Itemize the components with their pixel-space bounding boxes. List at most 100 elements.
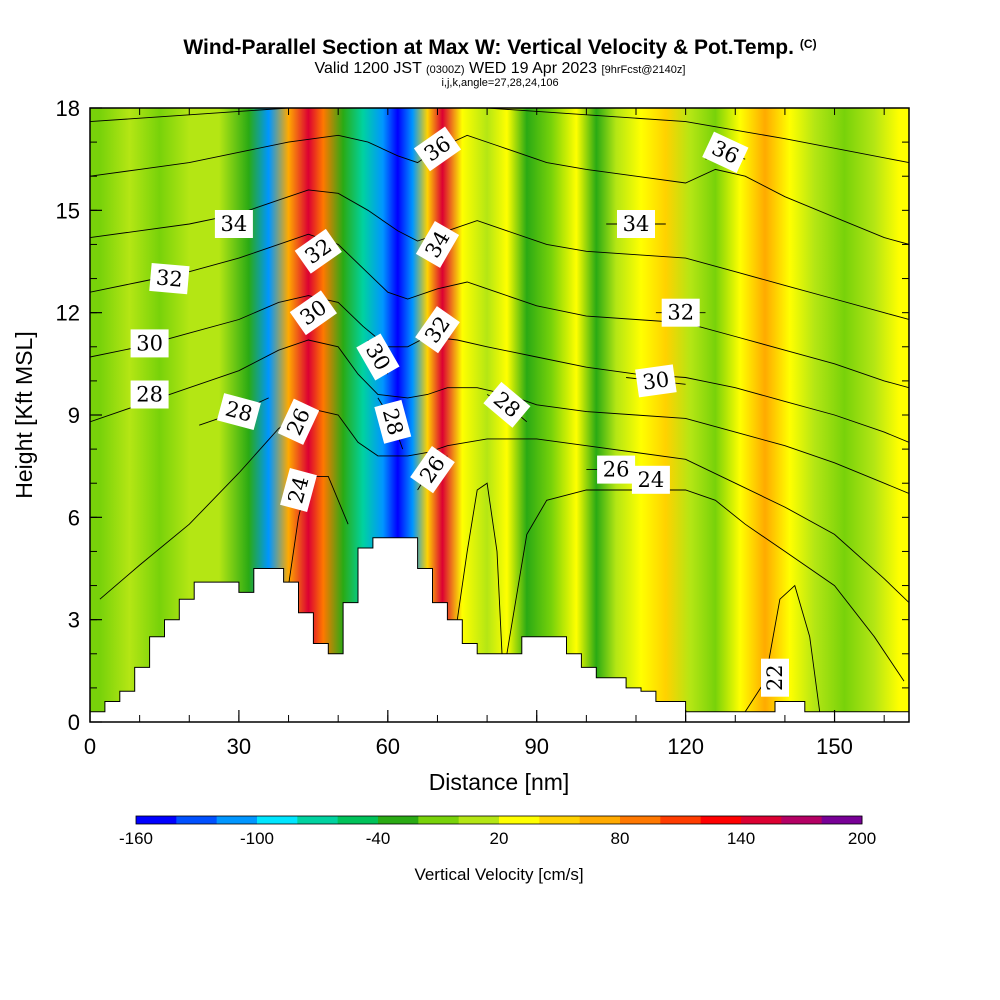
y-tick-label: 15 xyxy=(56,198,80,223)
chart-title: Wind-Parallel Section at Max W: Vertical… xyxy=(0,36,1000,60)
colorbar-swatch-5 xyxy=(337,816,379,824)
colorbar-frame xyxy=(135,815,863,825)
label-box xyxy=(413,126,462,172)
colorbar-tick-label: -160 xyxy=(119,829,153,848)
grid-indices: i,j,k,angle=27,28,24,106 xyxy=(441,77,559,89)
colorbar-tick-label: -40 xyxy=(366,829,391,848)
label-box xyxy=(702,131,749,174)
label-text: 34 xyxy=(221,212,248,236)
isentrope-32-line-15 xyxy=(90,233,909,389)
isentrope-label-11: 30 xyxy=(130,329,169,358)
label-box xyxy=(374,399,412,444)
x-tick-label: 60 xyxy=(376,734,400,759)
x-tick-label: 150 xyxy=(816,734,853,759)
label-box xyxy=(761,658,789,697)
label-box xyxy=(631,465,670,494)
axes: 0 30 60 90 120 150 0 3 6 9 12 15 18 xyxy=(56,96,909,759)
label-box xyxy=(415,220,460,268)
isentrope-label-9: 28 xyxy=(374,399,412,444)
x-tick-label: 0 xyxy=(84,734,96,759)
colorbar: -160 -100 -40 20 80 140 200 xyxy=(119,815,876,848)
label-box xyxy=(617,210,655,238)
colorbar-tick-label: 80 xyxy=(611,829,630,848)
colorbar-swatch-1 xyxy=(176,816,218,824)
colorbar-swatch-17 xyxy=(821,816,863,824)
isentrope-24-line-2 xyxy=(456,482,503,654)
valid-utc: (0300Z) xyxy=(426,64,465,76)
label-box xyxy=(277,398,320,445)
colorbar-swatch-2 xyxy=(216,816,258,824)
copyright-mark: (C) xyxy=(799,37,817,51)
colorbar-swatch-8 xyxy=(458,816,500,824)
label-box xyxy=(214,210,253,238)
label-text: 28 xyxy=(136,383,163,407)
colorbar-swatch-7 xyxy=(418,816,460,824)
terrain xyxy=(90,537,909,722)
label-box xyxy=(410,446,455,494)
y-tick-label: 6 xyxy=(68,505,80,530)
colorbar-swatch-9 xyxy=(499,816,540,824)
label-box xyxy=(597,455,636,484)
colorbar-swatch-4 xyxy=(297,816,339,824)
label-box xyxy=(415,306,460,354)
colorbar-swatch-13 xyxy=(660,816,702,824)
isentrope-36-line-22 xyxy=(90,134,909,245)
isentrope-24-line-3 xyxy=(506,489,905,682)
label-text: 30 xyxy=(136,331,163,355)
label-box xyxy=(356,333,400,381)
isentrope-label-0: 22 xyxy=(761,658,789,697)
label-box xyxy=(216,393,261,431)
label-box xyxy=(635,364,677,398)
isentrope-label-18: 32 xyxy=(661,298,700,327)
isentrope-label-8: 28 xyxy=(216,393,261,431)
label-box xyxy=(130,329,169,358)
isentrope-label-15: 32 xyxy=(149,262,190,295)
valid-date: WED 19 Apr 2023 xyxy=(469,60,598,77)
y-tick-label: 3 xyxy=(68,608,80,633)
isentrope-34-line-19 xyxy=(90,189,909,320)
label-text: 34 xyxy=(623,212,650,236)
label-box xyxy=(130,380,169,409)
isentrope-label-17: 32 xyxy=(415,306,460,354)
label-box xyxy=(661,298,700,327)
colorbar-tick-label: 20 xyxy=(490,829,509,848)
x-tick-label: 90 xyxy=(524,734,548,759)
colorbar-swatch-15 xyxy=(741,816,782,824)
colorbar-title: Vertical Velocity [cm/s] xyxy=(414,865,583,884)
colorbar-tick-label: 200 xyxy=(848,829,876,848)
colorbar-tick-label: 140 xyxy=(727,829,755,848)
label-text: 26 xyxy=(603,458,630,482)
label-text: 30 xyxy=(641,367,671,394)
label-box xyxy=(289,290,337,336)
colorbar-swatch-6 xyxy=(378,816,419,824)
forecast-info: [9hrFcst@2140z] xyxy=(601,64,686,76)
x-tick-label: 30 xyxy=(227,734,251,759)
chart-title-text: Wind-Parallel Section at Max W: Vertical… xyxy=(183,36,794,59)
x-axis-title: Distance [nm] xyxy=(429,769,570,795)
x-tick-label: 120 xyxy=(667,734,704,759)
colorbar-tick-label: -100 xyxy=(240,829,274,848)
isentrope-label-6: 26 xyxy=(597,455,636,484)
valid-time-line: Valid 1200 JST (0300Z) WED 19 Apr 2023 [… xyxy=(0,60,1000,78)
colorbar-swatch-3 xyxy=(257,816,298,824)
label-text: 32 xyxy=(155,265,184,291)
label-text: 24 xyxy=(638,468,665,492)
y-tick-label: 18 xyxy=(56,96,80,121)
colorbar-swatch-16 xyxy=(781,816,823,824)
label-text: 32 xyxy=(667,301,694,325)
colorbar-swatch-10 xyxy=(539,816,581,824)
isentrope-label-21: 34 xyxy=(617,210,655,238)
valid-prefix: Valid 1200 JST xyxy=(314,60,422,77)
label-box xyxy=(149,262,190,295)
isentrope-label-3: 24 xyxy=(631,465,670,494)
label-box xyxy=(280,468,317,512)
label-box xyxy=(483,381,531,428)
isentrope-label-19: 34 xyxy=(214,210,253,238)
isentrope-label-7: 28 xyxy=(130,380,169,409)
colorbar-swatch-0 xyxy=(136,816,177,824)
label-text: 22 xyxy=(763,664,787,691)
y-tick-label: 12 xyxy=(56,301,80,326)
